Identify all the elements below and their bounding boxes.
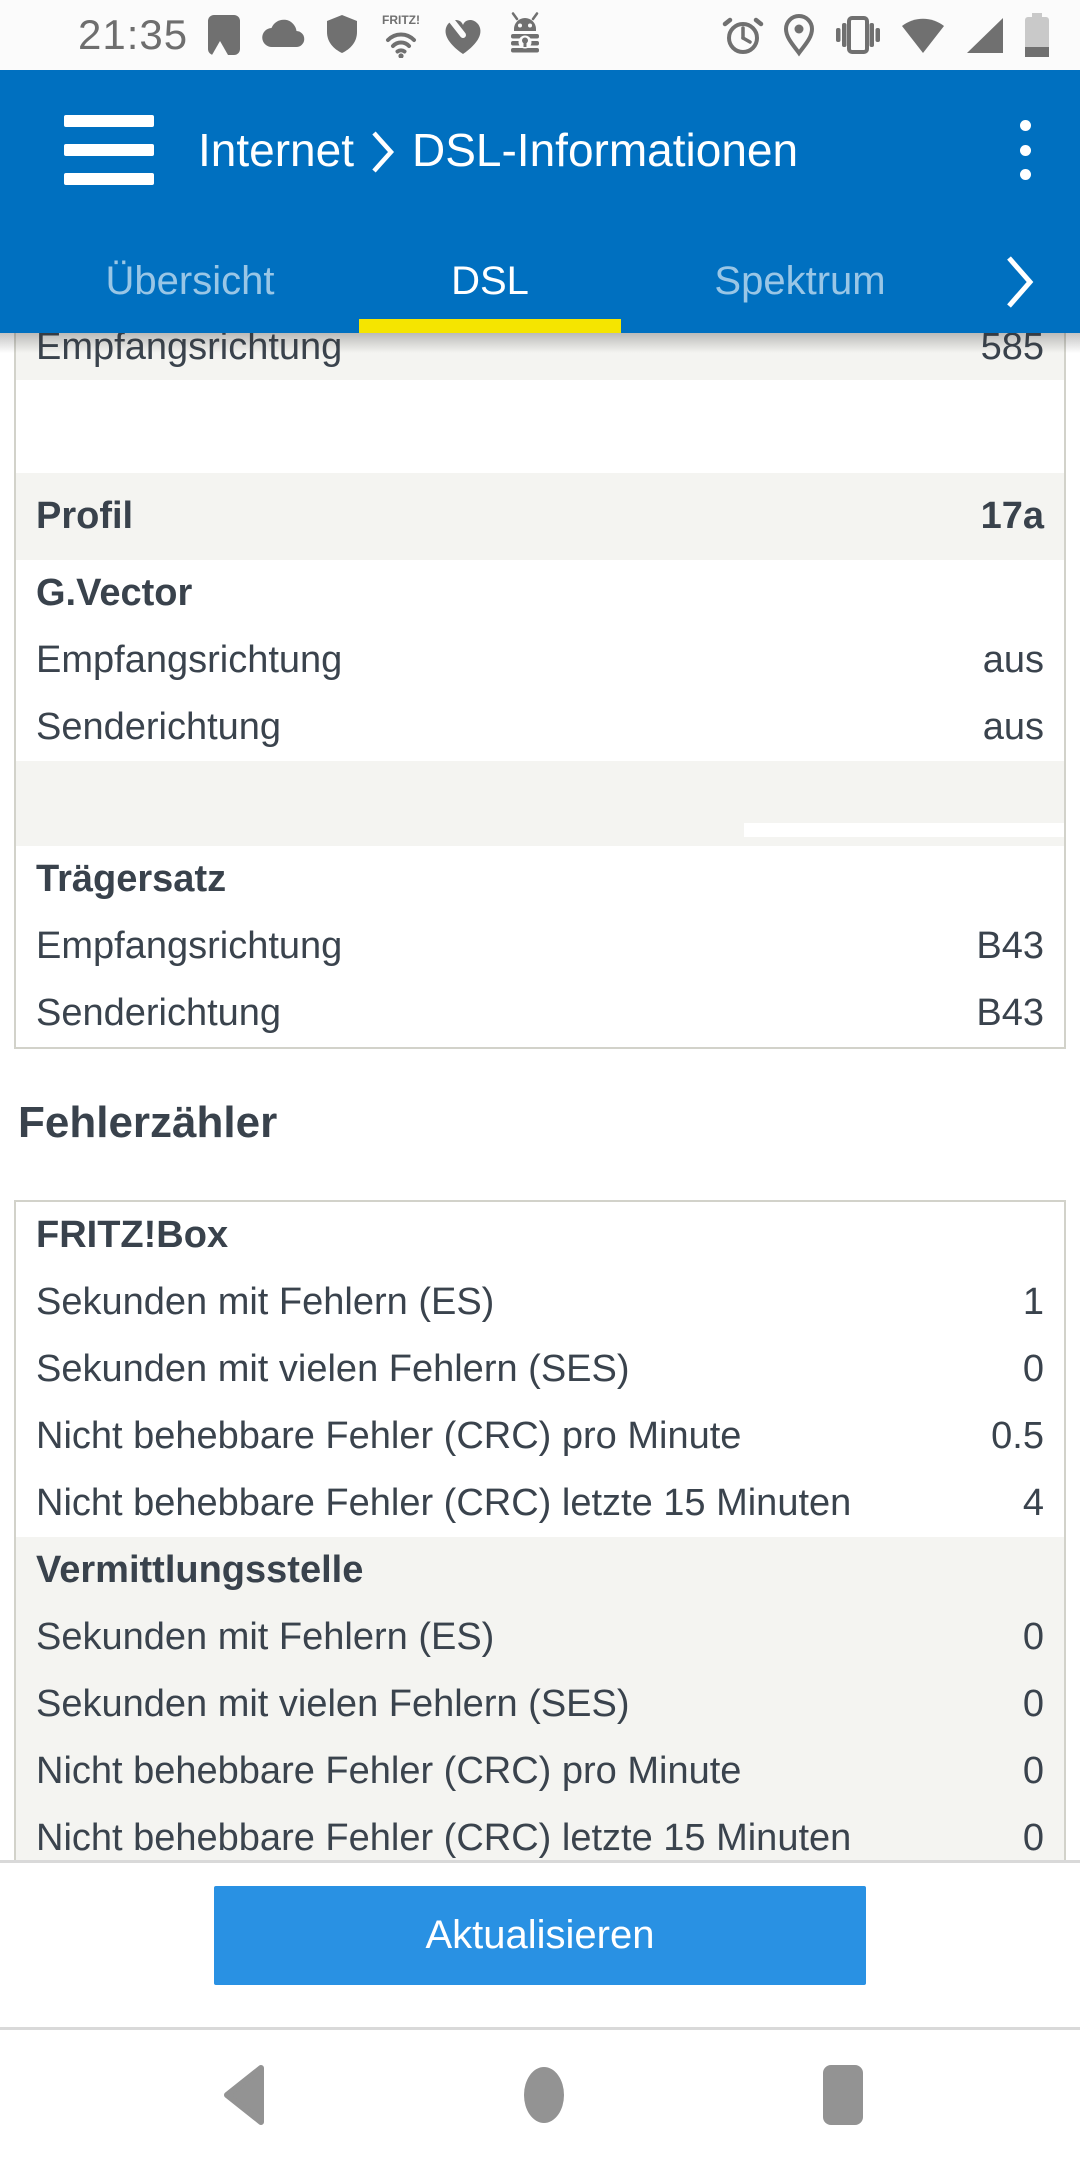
table-row: Sekunden mit vielen Fehlern (SES) 0 bbox=[16, 1671, 1064, 1738]
divider bbox=[0, 2027, 1080, 2030]
status-bar: 21:35 FRITZ! bbox=[0, 0, 1080, 70]
recents-icon[interactable] bbox=[821, 2064, 865, 2126]
app-header: Internet DSL-Informationen Übersicht DSL… bbox=[0, 70, 1080, 333]
table-row: Empfangsrichtung aus bbox=[36, 639, 1044, 681]
dsl-info-content: Empfangsrichtung 585 Profil 17a G.Vector… bbox=[0, 333, 1080, 1874]
table-row: Sekunden mit Fehlern (ES) 0 bbox=[16, 1604, 1064, 1671]
fritz-wifi-icon: FRITZ! bbox=[382, 13, 420, 58]
svg-text:FRITZ!: FRITZ! bbox=[382, 13, 420, 27]
button-bar: Aktualisieren bbox=[0, 1886, 1080, 2027]
heart-icon bbox=[445, 18, 481, 54]
home-icon[interactable] bbox=[522, 2065, 566, 2125]
table-spacer bbox=[16, 380, 1064, 473]
android-nav-bar bbox=[0, 2030, 1080, 2160]
tab-uebersicht[interactable]: Übersicht bbox=[105, 259, 275, 303]
clipped-row-wrap: Empfangsrichtung 585 bbox=[16, 333, 1064, 380]
cloud-icon bbox=[262, 19, 305, 48]
table-section-heading: FRITZ!Box bbox=[36, 1214, 229, 1256]
tab-dsl[interactable]: DSL bbox=[340, 230, 640, 333]
alarm-icon bbox=[722, 17, 764, 54]
table-spacer bbox=[16, 761, 1064, 846]
refresh-button[interactable]: Aktualisieren bbox=[214, 1886, 866, 1985]
location-icon bbox=[783, 13, 815, 57]
table-row: Profil 17a bbox=[16, 473, 1064, 560]
status-time: 21:35 bbox=[78, 11, 189, 58]
table-row: Senderichtung B43 bbox=[36, 992, 1044, 1034]
breadcrumb-section: Internet bbox=[198, 124, 354, 176]
table-row: Sekunden mit Fehlern (ES) 1 bbox=[36, 1281, 1044, 1323]
shield-icon bbox=[327, 15, 358, 53]
table-row: Senderichtung aus bbox=[36, 706, 1044, 748]
overflow-menu-icon[interactable] bbox=[1005, 120, 1045, 180]
table-section-heading: Vermittlungsstelle bbox=[16, 1537, 1064, 1604]
table-section-heading: Trägersatz bbox=[36, 858, 227, 900]
dsl-parameters-table: Empfangsrichtung 585 Profil 17a G.Vector… bbox=[14, 333, 1066, 1049]
table-row: Nicht behebbare Fehler (CRC) letzte 15 M… bbox=[36, 1482, 1044, 1524]
table-section-heading: G.Vector bbox=[36, 572, 193, 614]
table-row: Empfangsrichtung 585 bbox=[16, 333, 1064, 380]
table-row: Nicht behebbare Fehler (CRC) pro Minute … bbox=[36, 1415, 1044, 1457]
more-tabs-chevron-icon[interactable] bbox=[960, 254, 1080, 310]
tab-spektrum[interactable]: Spektrum bbox=[714, 259, 886, 303]
status-notification-icons: FRITZ! bbox=[204, 12, 548, 58]
screenshot-icon bbox=[208, 15, 241, 57]
divider bbox=[0, 1860, 1080, 1863]
vibrate-icon bbox=[836, 16, 880, 54]
wifi-icon bbox=[902, 18, 944, 53]
back-icon[interactable] bbox=[219, 2062, 269, 2128]
battery-icon bbox=[1025, 13, 1049, 57]
error-counters-table: FRITZ!Box Sekunden mit Fehlern (ES) 1 Se… bbox=[14, 1200, 1066, 1874]
tab-bar: Übersicht DSL Spektrum bbox=[0, 230, 1080, 333]
table-row: Empfangsrichtung B43 bbox=[36, 925, 1044, 967]
robot-lock-icon bbox=[511, 12, 540, 53]
menu-hamburger-icon[interactable] bbox=[64, 115, 154, 185]
breadcrumb: Internet DSL-Informationen bbox=[198, 123, 798, 177]
breadcrumb-chevron-icon bbox=[372, 131, 395, 173]
table-row: Sekunden mit vielen Fehlern (SES) 0 bbox=[36, 1348, 1044, 1390]
bottom-block: Aktualisieren bbox=[0, 1860, 1080, 2160]
cell-signal-icon bbox=[967, 18, 1003, 53]
error-counters-title: Fehlerzähler bbox=[18, 1098, 278, 1147]
table-row: Nicht behebbare Fehler (CRC) pro Minute … bbox=[16, 1738, 1064, 1805]
status-system-icons bbox=[722, 12, 1050, 58]
breadcrumb-page: DSL-Informationen bbox=[412, 124, 799, 176]
active-tab-underline bbox=[359, 319, 621, 333]
